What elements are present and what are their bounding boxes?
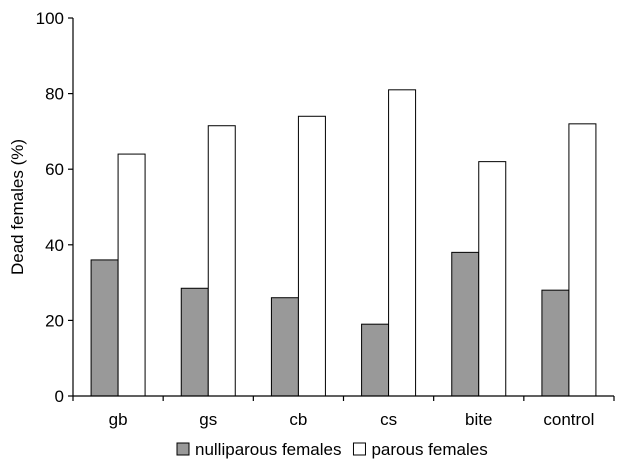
x-axis-tick-labels: gb gs cb cs bite control	[109, 410, 595, 429]
bar-parous-cb	[297, 115, 326, 397]
y-tick-label: 60	[45, 160, 64, 179]
y-tick-label: 80	[45, 85, 64, 104]
legend-label: nulliparous females	[195, 440, 341, 459]
bar-nulliparous-gs	[180, 287, 209, 397]
bar-nulliparous-bite	[451, 251, 480, 397]
x-tick-label: cb	[289, 410, 307, 429]
bar-parous-gb	[117, 153, 146, 397]
x-tick-label: gb	[109, 410, 128, 429]
bar-nulliparous-control	[541, 289, 570, 397]
y-tick-label: 100	[36, 9, 64, 28]
y-tick-label: 20	[45, 311, 64, 330]
x-tick-label: gs	[199, 410, 217, 429]
bar-nulliparous-cs	[361, 323, 390, 397]
bars	[90, 89, 597, 397]
x-tick-label: cs	[380, 410, 397, 429]
bar-nulliparous-gb	[90, 259, 119, 397]
legend-label: parous females	[371, 440, 487, 459]
bar-parous-cs	[388, 89, 417, 397]
y-tick-label: 40	[45, 236, 64, 255]
bar-parous-bite	[478, 161, 507, 397]
legend: nulliparous females parous females	[176, 440, 488, 459]
y-axis-title: Dead females (%)	[8, 139, 27, 275]
x-tick-label: control	[543, 410, 594, 429]
legend-swatch	[352, 442, 366, 456]
y-axis-ticks: 0 20 40 60 80 100	[36, 9, 615, 406]
y-tick-label: 0	[55, 387, 64, 406]
x-tick-label: bite	[465, 410, 492, 429]
legend-swatch	[176, 442, 190, 456]
bar-nulliparous-cb	[270, 297, 299, 397]
bar-parous-gs	[207, 125, 236, 397]
bar-parous-control	[568, 123, 597, 397]
